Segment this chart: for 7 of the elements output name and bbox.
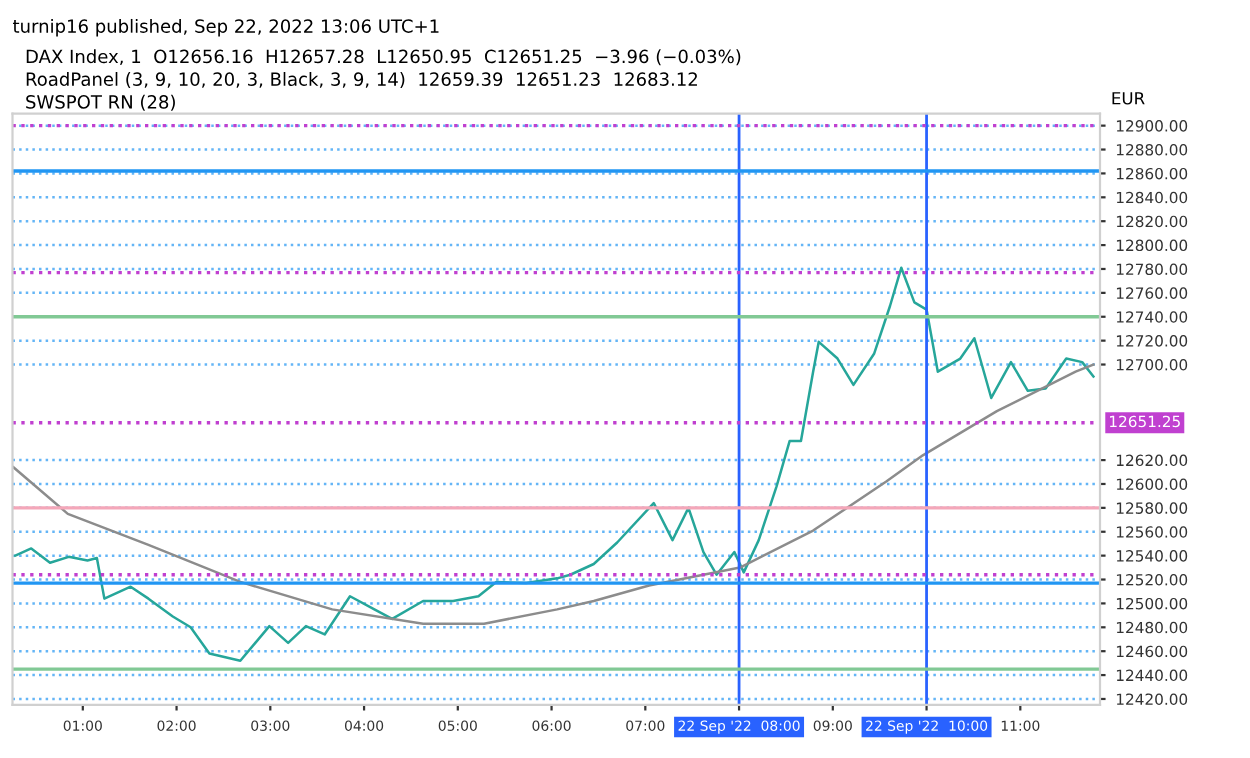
text: RoadPanel (3, 9, 10, 20, 3, Black, 3, 9, 14) 12659.39 12651.23 12683.12 [26,72,697,89]
chart-title: turnip16 published, Sep 22, 2022 13:06 UTC+1 [12,18,439,37]
chart-subtitle: DAX Index, 1 O12656.16 H12657.28 L12650.95 C12651.25 −3.96 (−0.03%) [26,49,741,66]
text: SWSPOT RN (28) [26,94,175,111]
line-series [12,363,1095,625]
line-series [14,266,1095,662]
y-axis-title: EUR [1112,92,1145,105]
